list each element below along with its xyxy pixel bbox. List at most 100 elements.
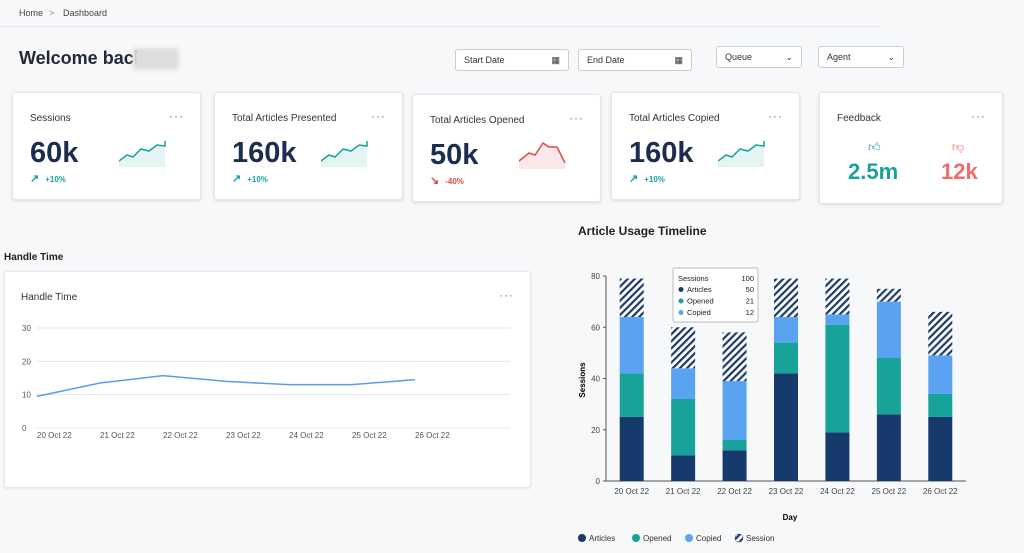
sparkline [119, 141, 166, 167]
tooltip-name: Opened [687, 297, 714, 306]
card-change: ↗ +10% [30, 172, 66, 185]
card-title: Total Articles Copied [629, 113, 720, 124]
chart-title: Handle Time [21, 292, 78, 303]
trend-arrow: ↗ [232, 173, 242, 185]
chevron: ⌄ [785, 51, 793, 62]
bar-segment [825, 432, 850, 481]
sparkline-line [321, 141, 368, 162]
kpi-card: Total Articles Opened ··· 50k ↘ -40% [412, 94, 601, 202]
y-tick-label: 0 [596, 477, 601, 486]
chevron: ⌄ [887, 51, 895, 62]
bar-segment [774, 317, 798, 343]
card-value: 60k [30, 137, 79, 169]
trend-arrow: ↘ [430, 175, 440, 187]
bar-segment [774, 342, 798, 374]
chart-title: Article Usage Timeline [578, 224, 707, 238]
negative-value: 12k [941, 159, 978, 184]
y-axis-label: Sessions [578, 362, 587, 398]
menu[interactable]: ··· [499, 288, 514, 302]
sparkline-line [119, 141, 166, 162]
card-value: 50k [430, 139, 479, 171]
x-tick-label: 24 Oct 22 [820, 487, 855, 496]
bar-segment [876, 414, 901, 481]
menu[interactable]: ··· [569, 111, 584, 125]
bar-segment [928, 416, 953, 481]
menu[interactable]: ··· [371, 109, 386, 123]
bar-segment [671, 455, 696, 481]
thumb-down: 👎︎ [952, 140, 965, 154]
sparkline [321, 141, 368, 167]
bar-segment [876, 288, 901, 302]
start-date[interactable]: Start Date ▦ [455, 49, 569, 71]
card-value: 160k [232, 137, 297, 169]
bar-segment [722, 450, 747, 481]
card-change: ↗ +10% [629, 172, 665, 185]
sparkline-area [718, 141, 764, 167]
bar-segment [876, 301, 901, 358]
x-tick-label: 26 Oct 22 [923, 487, 958, 496]
tooltip-value: 21 [746, 297, 754, 306]
feedback-card: Feedback ··· 👍︎ 👎︎ 2.5m 12k [819, 92, 1003, 204]
bar-segment [722, 381, 747, 440]
bar-segment [774, 278, 798, 317]
breadcrumb-sep: > [49, 8, 55, 18]
section-label: Handle Time [4, 252, 64, 263]
bar-segment [825, 314, 850, 325]
bar-segment [619, 373, 644, 417]
x-axis-label: Day [783, 513, 798, 522]
sparkline-area [119, 141, 165, 167]
y-tick-label: 80 [591, 272, 600, 281]
menu[interactable]: ··· [768, 109, 783, 123]
kpi-card: Sessions ··· 60k ↗ +10% [12, 92, 201, 200]
legend-label: Copied [696, 534, 721, 543]
tooltip-box [672, 267, 759, 323]
menu[interactable]: ··· [971, 109, 986, 123]
y-tick-label: 60 [591, 323, 600, 332]
tooltip-swatch [678, 287, 684, 292]
menu[interactable]: ··· [169, 109, 184, 123]
tooltip-value: 12 [746, 308, 754, 317]
bar-segment [619, 416, 644, 481]
positive-value: 2.5m [848, 159, 899, 184]
card-change: ↗ +10% [232, 172, 268, 185]
kpi-card: Total Articles Copied ··· 160k ↗ +10% [611, 92, 800, 200]
x-tick-label: 21 Oct 22 [666, 487, 701, 496]
legend-swatch [734, 533, 744, 543]
x-tick-label: 23 Oct 22 [769, 487, 804, 496]
legend-swatch [632, 534, 640, 542]
thumb-up: 👍︎ [868, 140, 881, 154]
bar-segment [619, 317, 644, 374]
label: Agent [827, 52, 851, 62]
trend-arrow: ↗ [629, 173, 639, 185]
end-date[interactable]: End Date ▦ [578, 49, 692, 71]
x-tick-label: 25 Oct 22 [872, 487, 907, 496]
bar-segment [825, 324, 850, 433]
y-tick-label: 20 [591, 426, 600, 435]
sparkline-line [718, 141, 765, 162]
x-tick-label: 20 Oct 22 [614, 487, 649, 496]
tooltip-swatch [678, 298, 684, 304]
label: Start Date [464, 55, 505, 65]
legend-swatch [578, 534, 586, 542]
queue-select[interactable]: Queue ⌄ [716, 46, 802, 68]
calendar-icon: ▦ [551, 54, 560, 65]
label: Queue [725, 52, 753, 62]
user-name-blurred [133, 48, 179, 70]
tooltip-value: 50 [746, 285, 754, 294]
legend-swatch [685, 534, 693, 542]
agent-select[interactable]: Agent ⌄ [818, 46, 904, 68]
trend-text: +10% [644, 175, 665, 184]
trend-text: +10% [45, 175, 66, 184]
breadcrumb-home[interactable]: Home [19, 8, 44, 18]
tooltip-title: Sessions [678, 274, 709, 283]
bar-segment [928, 311, 953, 356]
bar-segment [722, 440, 747, 451]
card-value: 160k [629, 137, 694, 169]
trend-arrow: ↗ [30, 173, 40, 185]
divider [0, 26, 880, 27]
bar-segment [671, 368, 696, 399]
trend-text: +10% [247, 175, 268, 184]
sparkline-line [519, 141, 566, 164]
legend-label: Articles [589, 534, 615, 543]
